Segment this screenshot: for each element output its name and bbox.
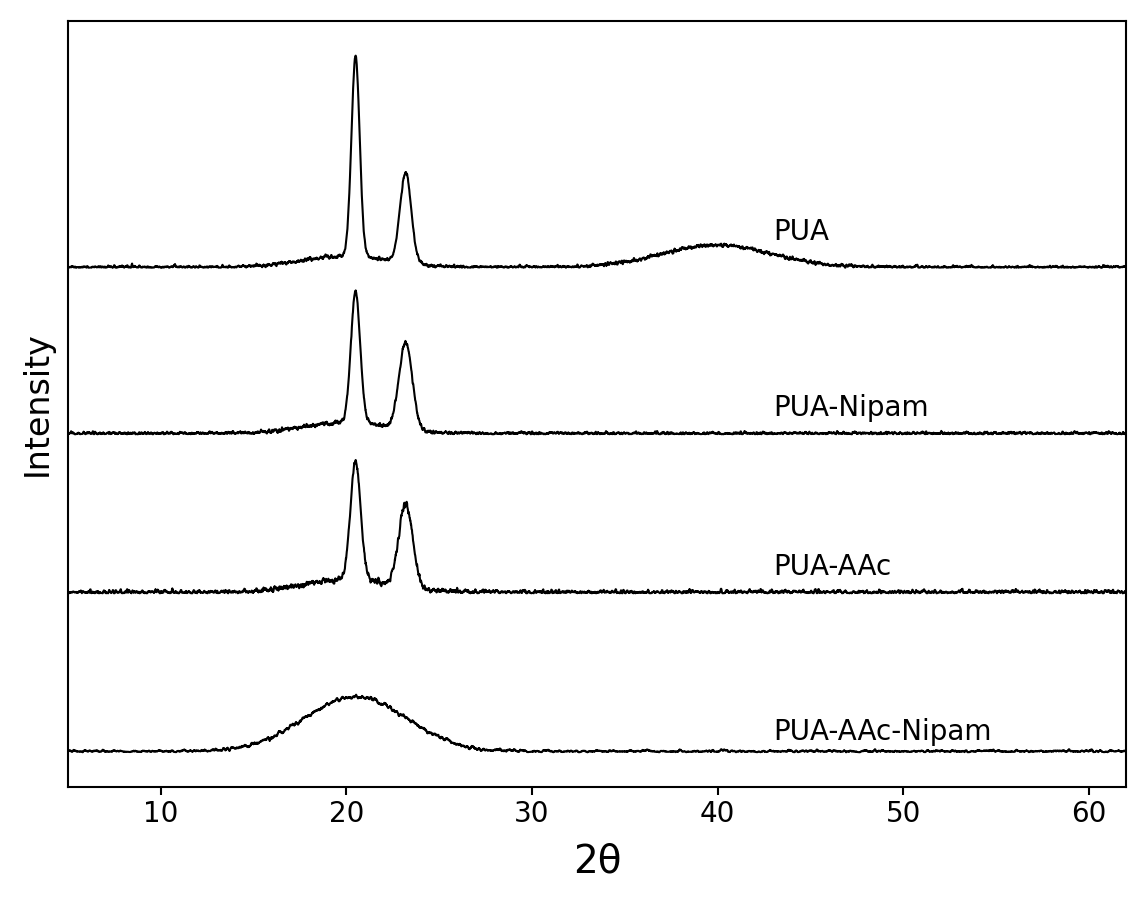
Text: PUA-AAc-Nipam: PUA-AAc-Nipam	[773, 718, 992, 746]
Y-axis label: Intensity: Intensity	[21, 332, 54, 477]
Text: PUA: PUA	[773, 218, 829, 246]
Text: PUA-Nipam: PUA-Nipam	[773, 394, 929, 422]
Text: PUA-AAc: PUA-AAc	[773, 553, 891, 581]
X-axis label: 2θ: 2θ	[572, 842, 622, 880]
